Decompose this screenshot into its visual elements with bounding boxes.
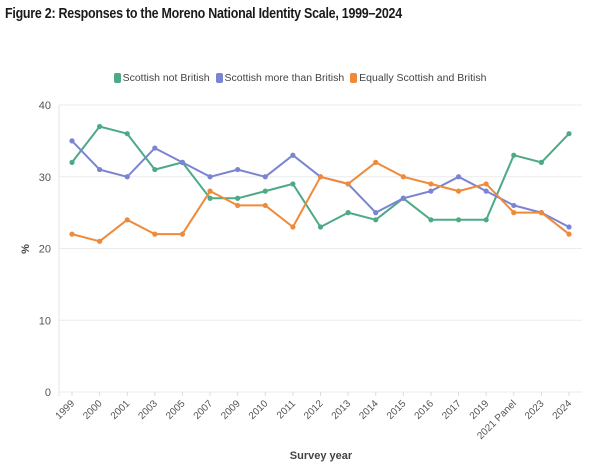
data-point [235, 202, 241, 209]
data-point [207, 188, 213, 194]
data-point [345, 210, 351, 216]
data-point [373, 210, 379, 216]
data-point [69, 159, 75, 165]
data-point [511, 152, 517, 158]
y-tick-label: 20 [39, 244, 51, 256]
data-point [317, 174, 324, 180]
data-point [207, 174, 213, 180]
series-scottish-more-than-british [69, 138, 572, 230]
data-point [97, 166, 103, 173]
x-tick-label: 2000 [81, 398, 105, 422]
data-point [345, 181, 351, 187]
data-point [290, 152, 296, 158]
legend-swatch [113, 73, 121, 83]
data-point [428, 217, 434, 223]
x-axis-label: Survey year [290, 450, 353, 462]
data-point [317, 224, 324, 230]
data-point [400, 174, 406, 180]
data-point [538, 159, 544, 165]
data-point [179, 231, 186, 237]
legend-item[interactable]: Scottish not British [113, 72, 210, 84]
data-point [152, 231, 158, 237]
x-tick-label: 2017 [440, 398, 464, 422]
data-point [124, 217, 130, 223]
legend: Scottish not British Scottish more than B… [0, 72, 600, 84]
data-point [483, 181, 489, 187]
data-point [455, 174, 462, 180]
legend-label: Equally Scottish and British [359, 72, 487, 84]
legend-label: Scottish more than British [224, 72, 345, 84]
series-equally-scottish-and-british [69, 159, 572, 244]
data-point [152, 145, 158, 151]
x-tick-label: 2011 [275, 398, 298, 421]
x-tick-label: 2009 [219, 398, 243, 422]
data-point [400, 195, 406, 201]
x-tick-label: 2012 [302, 398, 326, 422]
legend-swatch [215, 73, 223, 83]
legend-label: Scottish not British [122, 72, 210, 84]
legend-item[interactable]: Scottish more than British [215, 72, 345, 84]
data-point [566, 224, 572, 230]
legend-swatch [350, 73, 358, 83]
legend-item[interactable]: Equally Scottish and British [350, 72, 486, 84]
data-point [538, 210, 544, 216]
data-point [235, 195, 241, 201]
data-point [566, 231, 572, 237]
data-point [428, 188, 434, 194]
data-point [97, 123, 103, 130]
data-point [207, 195, 213, 201]
data-point [124, 131, 130, 137]
x-tick-label: 2013 [330, 398, 354, 422]
data-point [483, 217, 489, 223]
x-tick-label: 1999 [54, 398, 78, 422]
x-tick-label: 2023 [523, 398, 547, 422]
data-point [262, 174, 268, 180]
y-tick-label: 0 [45, 387, 51, 399]
x-tick-label: 2003 [136, 398, 160, 422]
data-point [69, 138, 75, 144]
data-point [483, 188, 489, 194]
data-point [290, 181, 296, 187]
data-point [428, 181, 434, 187]
data-point [235, 166, 241, 173]
y-tick-label: 30 [39, 172, 51, 184]
data-point [511, 202, 517, 209]
x-tick-label: 2005 [164, 398, 188, 422]
data-point [262, 202, 268, 209]
x-tick-label: 2024 [551, 398, 575, 422]
x-tick-label: 2007 [192, 398, 216, 422]
data-point [455, 188, 462, 194]
y-tick-label: 40 [39, 100, 51, 112]
data-point [69, 231, 75, 237]
x-tick-label: 2001 [109, 398, 133, 422]
y-tick-label: 10 [39, 315, 51, 327]
data-point [179, 159, 186, 165]
data-point [566, 131, 572, 137]
data-point [455, 217, 462, 223]
x-tick-label: 2016 [413, 398, 437, 422]
chart-title: Figure 2: Responses to the Moreno Nation… [5, 6, 402, 22]
y-axis-label: % [20, 244, 32, 254]
data-point [511, 210, 517, 216]
x-tick-label: 2019 [468, 398, 492, 422]
x-tick-label: 2010 [247, 398, 271, 422]
data-point [262, 188, 268, 194]
x-tick-label: 2015 [385, 398, 409, 422]
data-point [373, 217, 379, 223]
data-point [290, 224, 296, 230]
data-point [124, 174, 130, 180]
series-line [71, 140, 570, 228]
data-point [152, 166, 158, 173]
data-point [97, 238, 103, 244]
x-tick-label: 2014 [357, 398, 381, 422]
data-point [373, 159, 379, 165]
